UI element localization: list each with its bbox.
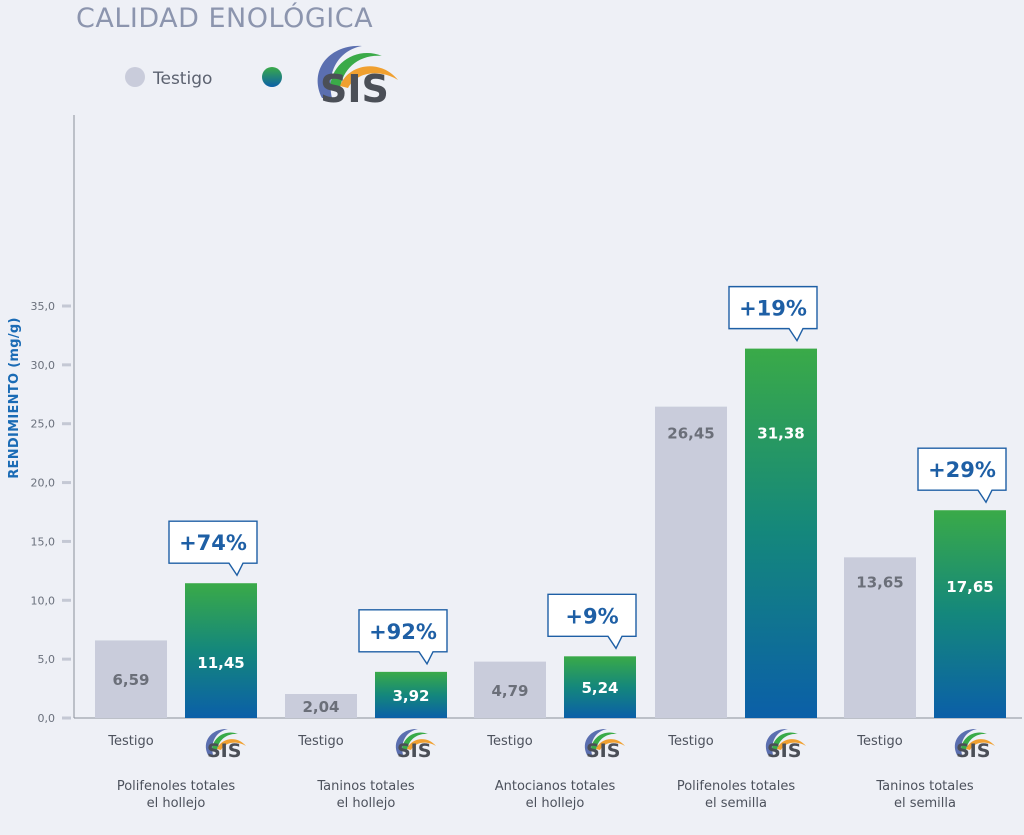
x-labels: Testigo SIS Polifenoles totales el hollejo T… [107,728,995,811]
x-label-testigo: Testigo [667,734,713,749]
group-label-line1: Polifenoles totales [117,779,236,794]
increase-callout [728,285,818,343]
group-label-line2: el hollejo [526,796,585,811]
x-label-sis: SIS [767,740,801,762]
x-label-sis: SIS [397,740,431,762]
x-label-sis-logo-icon: SIS [205,728,246,762]
chart-title: CALIDAD ENOLÓGICA [76,2,373,34]
group-label-line2: el semilla [894,796,956,811]
bar-sis [564,656,636,718]
y-tick-label: 10,0 [31,594,56,607]
bar-testigo [95,640,167,718]
value-label-testigo: 2,04 [302,698,339,716]
bar-testigo [474,661,546,718]
bar-sis [375,671,447,718]
legend: Testigo SIS [125,45,398,111]
x-label-testigo: Testigo [297,734,343,749]
callouts: +74% +92% +9% +19% +29% [168,285,1007,666]
value-label-sis: 31,38 [757,425,804,443]
x-label-sis: SIS [207,740,241,762]
increase-callout [168,520,258,577]
x-label-testigo: Testigo [107,734,153,749]
group-label-line1: Taninos totales [875,779,973,794]
x-label-sis-logo-icon: SIS [395,728,436,762]
legend-control-swatch [125,67,145,87]
increase-label: +29% [928,458,996,482]
value-label-testigo: 13,65 [856,573,903,591]
value-label-sis: 11,45 [197,654,244,672]
bar-testigo [285,693,357,718]
increase-callout [917,447,1007,504]
bar-testigo [844,557,916,718]
x-label-sis-logo-icon: SIS [954,728,995,762]
y-axis-label: RENDIMIENTO (mg/g) [7,317,22,479]
y-tick-label: 0,0 [38,712,56,725]
increase-label: +19% [739,297,807,321]
increase-callout [547,593,637,650]
y-tick-label: 20,0 [31,477,56,490]
group-label-line1: Antocianos totales [495,779,616,794]
y-ticks: 0,0 5,0 10,0 15,0 20,0 25,0 30,0 35,0 [31,300,71,725]
increase-callout [358,609,448,666]
bar-testigo [655,406,727,718]
value-label-testigo: 4,79 [491,682,528,700]
legend-control-label: Testigo [152,69,212,89]
group-label-line2: el hollejo [337,796,396,811]
increase-label: +92% [369,620,437,644]
value-label-sis: 3,92 [392,687,429,705]
bar-sis [185,583,257,718]
x-label-sis: SIS [956,740,990,762]
value-label-testigo: 26,45 [667,425,714,443]
x-label-sis-logo-icon: SIS [765,728,806,762]
group-label-line2: el hollejo [147,796,206,811]
x-label-sis: SIS [586,740,620,762]
increase-label: +74% [179,531,247,555]
y-tick-label: 5,0 [38,653,56,666]
bar-sis [745,348,817,718]
bars: 6,59 11,45 2,04 3,92 4,79 5,24 26,45 31,38 13,65… [95,348,1006,718]
group-label-line1: Polifenoles totales [677,779,796,794]
x-label-testigo: Testigo [856,734,902,749]
y-tick-label: 35,0 [31,300,56,313]
value-label-testigo: 6,59 [112,671,149,689]
x-label-testigo: Testigo [486,734,532,749]
increase-label: +9% [565,604,618,628]
legend-sis-swatch [262,67,282,87]
y-tick-label: 30,0 [31,359,56,372]
value-label-sis: 5,24 [581,679,618,697]
group-label-line1: Taninos totales [316,779,414,794]
y-tick-label: 15,0 [31,535,56,548]
bar-sis [934,510,1006,718]
sis-logo-icon: SIS [317,45,398,111]
x-label-sis-logo-icon: SIS [584,728,625,762]
value-label-sis: 17,65 [946,578,993,596]
group-label-line2: el semilla [705,796,767,811]
y-tick-label: 25,0 [31,418,56,431]
legend-sis-label: SIS [320,67,389,111]
